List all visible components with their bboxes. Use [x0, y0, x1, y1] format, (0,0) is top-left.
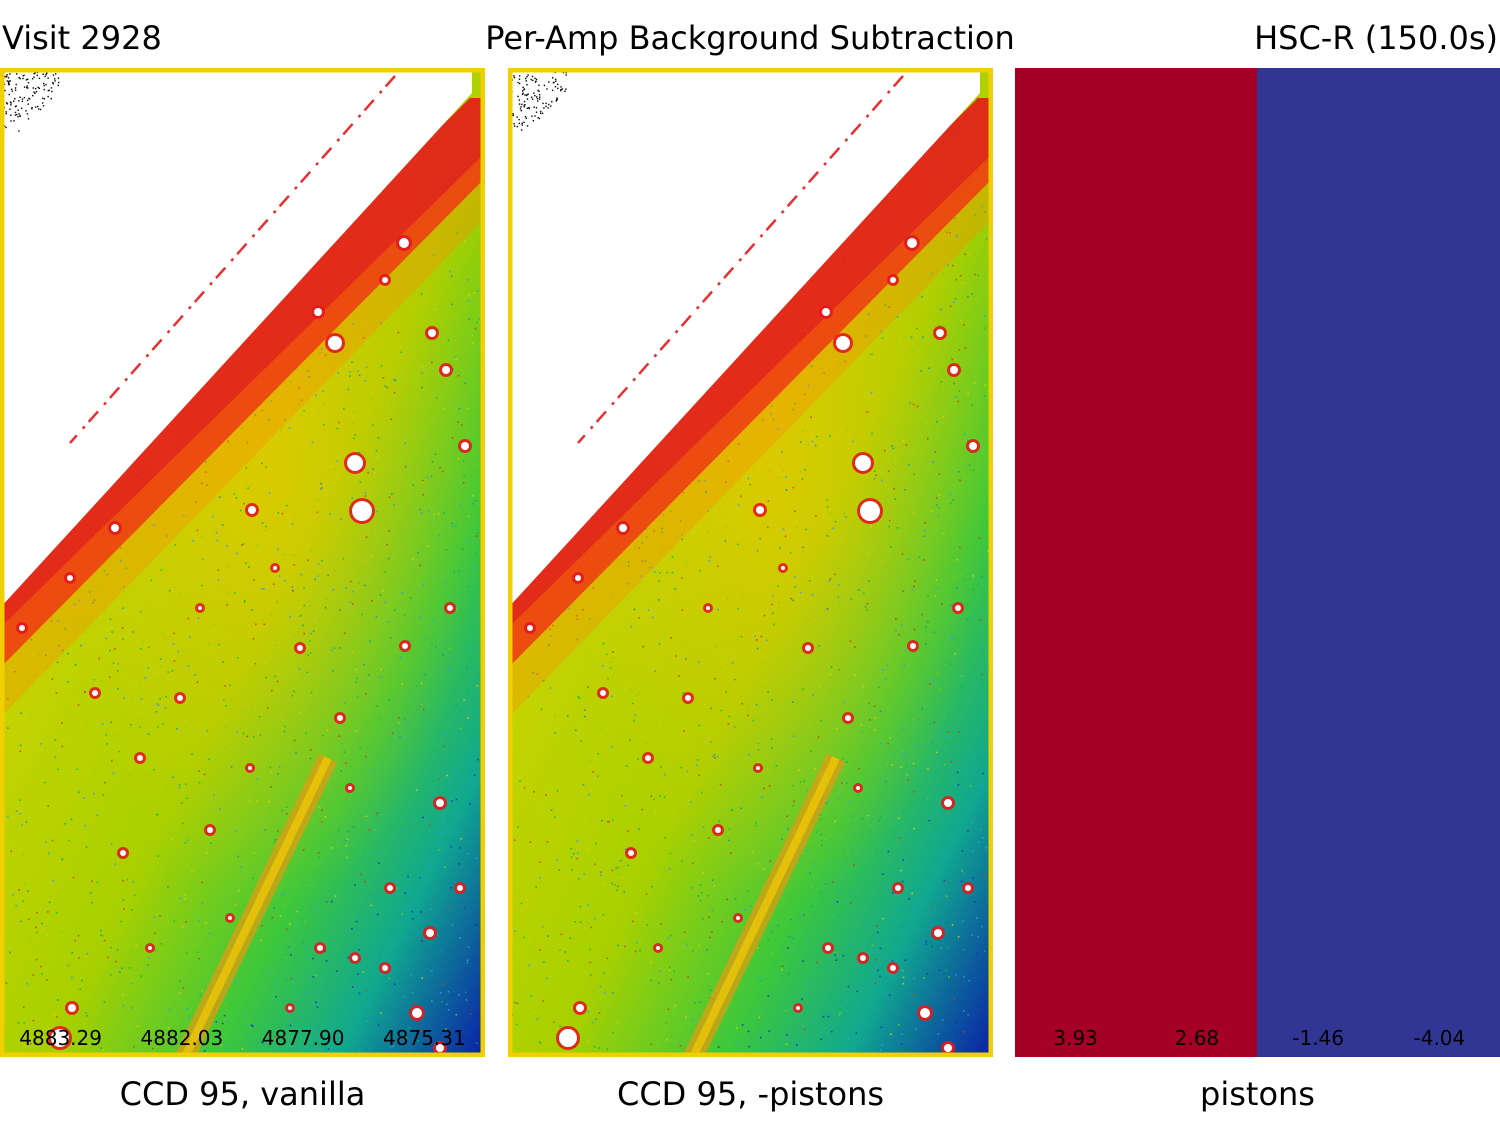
piston-low-block: [1257, 68, 1500, 1057]
ccd-image-vanilla: 4883.29 4882.03 4877.90 4875.31: [0, 68, 485, 1057]
caption-pistons: pistons: [1200, 1075, 1315, 1113]
amp-value: 4883.29: [19, 1026, 102, 1050]
caption-vanilla: CCD 95, vanilla: [119, 1075, 366, 1113]
amp-value: 4882.03: [140, 1026, 224, 1050]
caption-minus-pistons: CCD 95, -pistons: [616, 1075, 885, 1113]
amp-value: 4877.90: [261, 1026, 345, 1050]
amp-values-pistons: 3.93 2.68 -1.46 -4.04: [1015, 1023, 1500, 1053]
amp-value: 3.93: [1053, 1026, 1098, 1050]
filter-exposure-label: HSC-R (150.0s): [1254, 19, 1498, 57]
visit-label: Visit 2928: [2, 19, 162, 57]
figure-title: Per-Amp Background Subtraction: [485, 19, 1015, 57]
ccd-image-minus-pistons-render: [508, 68, 993, 1057]
amp-value: 2.68: [1174, 1026, 1220, 1050]
amp-value: -4.04: [1413, 1026, 1466, 1050]
ccd-image-vanilla-render: [0, 68, 485, 1057]
pistons-render: [1015, 68, 1500, 1057]
amp-value: 4875.31: [383, 1026, 466, 1050]
piston-high-block: [1015, 68, 1257, 1057]
amp-values-vanilla: 4883.29 4882.03 4877.90 4875.31: [0, 1023, 485, 1053]
pistons-panel: 3.93 2.68 -1.46 -4.04: [1015, 68, 1500, 1057]
amp-value: -1.46: [1292, 1026, 1344, 1050]
ccd-image-minus-pistons: [508, 68, 993, 1057]
